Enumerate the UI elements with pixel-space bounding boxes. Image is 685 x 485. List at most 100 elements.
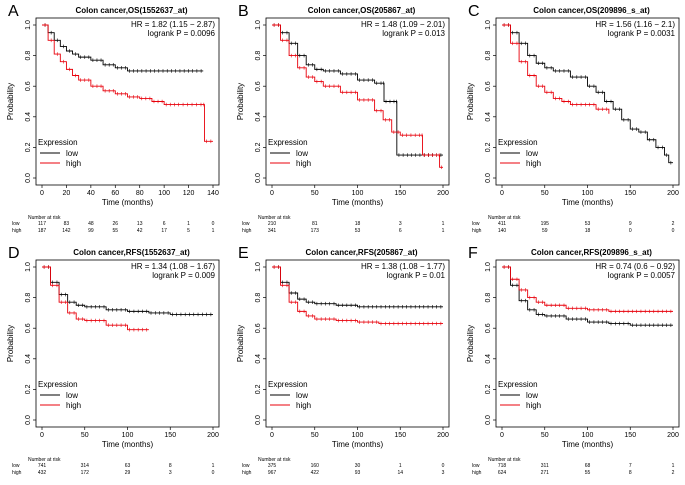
risk-value-high: 18: [585, 228, 591, 234]
legend-label-high: high: [296, 159, 311, 168]
risk-value-high: 341: [268, 228, 277, 234]
risk-value-high: 187: [38, 228, 47, 234]
risk-value-low: 83: [64, 221, 70, 227]
censor-marks-low: [503, 23, 672, 165]
x-axis-label: Time (months): [562, 440, 614, 449]
km-curve-high: [502, 24, 610, 114]
risk-value-high: 0: [629, 228, 632, 234]
risk-value-low: 18: [355, 221, 361, 227]
x-axis-label: Time (months): [102, 440, 154, 449]
x-tick-label: 50: [541, 190, 549, 197]
risk-value-low: 63: [125, 463, 131, 469]
y-axis-label: Probability: [236, 325, 245, 362]
risk-value-high: 42: [137, 228, 143, 234]
risk-row-label-high: high: [12, 228, 22, 234]
y-tick-label: 1.0: [25, 20, 32, 30]
legend-label-high: high: [526, 401, 541, 410]
panel-letter: A: [8, 3, 19, 20]
censor-marks-high: [43, 265, 148, 332]
x-tick-label: 50: [81, 432, 89, 439]
risk-value-low: 741: [38, 463, 47, 469]
chart-title: Colon cancer,OS(1552637_at): [75, 6, 187, 15]
hazard-ratio: HR = 0.74 (0.6 − 0.92): [595, 262, 675, 271]
risk-value-low: 13: [137, 221, 143, 227]
legend-label-high: high: [296, 401, 311, 410]
y-axis-label: Probability: [466, 83, 475, 120]
x-tick-label: 80: [136, 190, 144, 197]
risk-value-high: 140: [498, 228, 507, 234]
chart-title: Colon cancer,OS(209896_s_at): [533, 6, 650, 15]
risk-value-high: 59: [542, 228, 548, 234]
risk-value-low: 3: [399, 221, 402, 227]
x-tick-label: 150: [624, 190, 636, 197]
censor-marks-low: [503, 265, 672, 327]
risk-value-high: 432: [38, 470, 47, 476]
censor-marks-high: [273, 265, 442, 326]
y-tick-label: 0.8: [485, 293, 492, 303]
x-tick-label: 200: [667, 432, 679, 439]
risk-value-high: 422: [311, 470, 320, 476]
x-tick-label: 0: [500, 190, 504, 197]
chart-title: Colon cancer,RFS(1552637_at): [73, 248, 190, 257]
x-tick-label: 100: [352, 190, 364, 197]
x-axis-label: Time (months): [102, 198, 154, 207]
km-panel-f: F Colon cancer,RFS(209896_s_at) 0.0 0.2 0.4 0…: [466, 245, 680, 476]
y-tick-label: 0.0: [485, 415, 492, 425]
y-tick-label: 0.2: [25, 384, 32, 394]
km-curve-high: [42, 24, 213, 142]
legend-label-low: low: [526, 391, 538, 400]
y-tick-label: 0.6: [485, 81, 492, 91]
risk-row-label-low: low: [472, 221, 480, 227]
risk-value-high: 3: [442, 470, 445, 476]
risk-value-high: 93: [355, 470, 361, 476]
legend-title: Expression: [38, 138, 78, 147]
y-tick-label: 0.0: [255, 173, 262, 183]
x-tick-label: 200: [437, 432, 449, 439]
risk-value-high: 55: [585, 470, 591, 476]
x-tick-label: 150: [164, 432, 176, 439]
y-tick-label: 1.0: [255, 20, 262, 30]
y-tick-label: 0.2: [255, 384, 262, 394]
km-panel-b: B Colon cancer,OS(205867_at) 0.0 0.2 0.4 0.6 0…: [236, 3, 450, 234]
risk-value-high: 3: [169, 470, 172, 476]
x-tick-label: 140: [207, 190, 219, 197]
risk-value-low: 1: [672, 463, 675, 469]
risk-value-low: 311: [541, 463, 549, 469]
risk-value-high: 0: [212, 470, 215, 476]
km-curve-high: [502, 266, 673, 312]
hazard-ratio: HR = 1.34 (1.08 − 1.67): [131, 262, 215, 271]
km-curve-low: [42, 266, 213, 315]
risk-value-high: 17: [161, 228, 167, 234]
hazard-ratio: HR = 1.56 (1.16 − 2.1): [595, 20, 675, 29]
legend-title: Expression: [268, 380, 308, 389]
risk-value-high: 173: [311, 228, 320, 234]
y-tick-label: 0.2: [485, 142, 492, 152]
km-curve-low: [272, 24, 443, 156]
logrank-p: logrank P = 0.0031: [608, 29, 676, 38]
legend-title: Expression: [498, 138, 538, 147]
plot-frame: [35, 259, 220, 428]
risk-value-high: 1: [212, 228, 215, 234]
risk-table-header: Number at risk: [258, 457, 291, 463]
hazard-ratio: HR = 1.38 (1.08 − 1.77): [361, 262, 445, 271]
y-tick-label: 0.0: [25, 173, 32, 183]
risk-value-high: 967: [268, 470, 277, 476]
x-tick-label: 120: [183, 190, 195, 197]
y-tick-label: 0.8: [485, 51, 492, 61]
y-axis-label: Probability: [466, 325, 475, 362]
risk-table-header: Number at risk: [28, 215, 61, 221]
y-tick-label: 0.4: [485, 354, 492, 364]
x-tick-label: 150: [394, 190, 406, 197]
risk-value-low: 1: [212, 463, 215, 469]
risk-table-header: Number at risk: [258, 215, 291, 221]
panel-letter: C: [468, 3, 480, 20]
risk-value-low: 9: [629, 221, 632, 227]
x-tick-label: 60: [111, 190, 119, 197]
risk-value-high: 99: [88, 228, 94, 234]
panel-letter: E: [238, 245, 249, 262]
risk-value-high: 8: [629, 470, 632, 476]
legend-label-high: high: [526, 159, 541, 168]
y-tick-label: 0.0: [25, 415, 32, 425]
km-curve-low: [502, 24, 673, 164]
censor-marks-low: [44, 23, 202, 73]
